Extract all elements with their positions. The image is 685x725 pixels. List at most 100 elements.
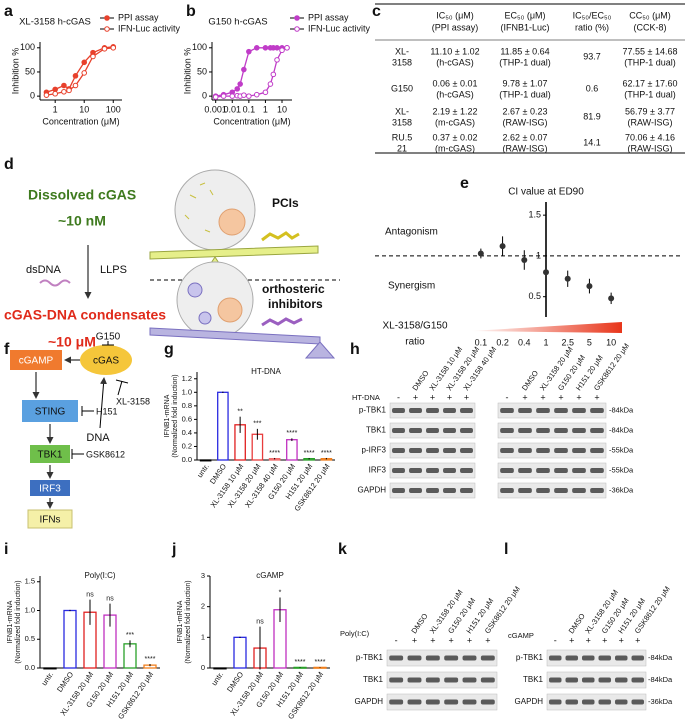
table-header: (IFNB1-Luc) <box>500 22 549 32</box>
band <box>392 468 405 473</box>
treatment-sign: + <box>430 392 435 402</box>
band <box>548 677 562 683</box>
y-axis-label: Inhibition % <box>182 48 192 95</box>
band <box>500 448 514 453</box>
seesaw <box>149 245 319 260</box>
fulcrum <box>304 341 336 359</box>
treatment-sign: - <box>506 392 509 402</box>
y-tick-label: 2 <box>201 602 205 611</box>
point <box>220 93 227 99</box>
legend-label: PPI assay <box>308 12 349 22</box>
row-label: p-TBK1 <box>359 406 387 415</box>
y-tick-label: 1.2 <box>182 374 192 383</box>
table-cell: 2.62 ± 0.07 <box>503 132 548 142</box>
x-tick-label: 100 <box>106 104 121 114</box>
y-tick-label: 0.2 <box>182 441 192 450</box>
y-tick-label: 1.0 <box>25 605 35 614</box>
band <box>572 488 586 493</box>
point <box>564 275 571 282</box>
table-cell: XL- <box>395 46 409 56</box>
table-cell: 77.55 ± 14.68 <box>623 46 678 56</box>
table-cell: (RAW-ISG) <box>628 117 673 127</box>
blot-strip <box>546 649 647 667</box>
treatment-sign: + <box>485 635 490 645</box>
band <box>554 468 568 473</box>
band <box>444 699 459 705</box>
point <box>234 86 241 92</box>
band <box>536 408 550 413</box>
panel-label: k <box>338 541 347 558</box>
annotation: Synergism <box>388 281 435 292</box>
kda-label: -55kDa <box>609 465 634 474</box>
table-cell: (h-cGAS) <box>436 57 474 67</box>
band <box>443 408 456 413</box>
point <box>81 70 88 76</box>
band <box>581 677 595 683</box>
table-cell: XL- <box>395 106 409 116</box>
table-cell: 2.67 ± 0.23 <box>503 106 548 116</box>
band <box>409 408 422 413</box>
bar <box>43 667 57 670</box>
inhibit <box>117 380 123 396</box>
node-label: TBK1 <box>37 450 62 461</box>
bar <box>233 636 247 669</box>
point <box>229 93 236 99</box>
lane-label: DMSO <box>410 369 430 393</box>
point <box>66 87 72 94</box>
y-axis-label: (Normalized fold induction) <box>172 374 179 457</box>
table-cell: 3158 <box>392 117 412 127</box>
y-tick-label: 3 <box>201 571 205 580</box>
band <box>565 677 579 683</box>
band <box>409 448 422 453</box>
y-axis-label: IFNB1-mRNA <box>164 394 171 437</box>
table-cell: 21 <box>397 143 407 153</box>
legend-label: PPI assay <box>118 12 159 22</box>
band <box>426 428 439 433</box>
table-cell: (RAW-ISG) <box>628 143 673 153</box>
table-cell: 81.9 <box>583 111 601 121</box>
x-axis-label: Concentration (μM) <box>42 116 119 126</box>
band <box>462 655 477 661</box>
treatment-sign: + <box>586 635 591 645</box>
point <box>212 94 219 100</box>
band <box>548 655 562 661</box>
table-cell: 70.06 ± 4.16 <box>625 132 675 142</box>
point <box>262 89 269 96</box>
treatment-sign: + <box>569 635 574 645</box>
band <box>407 699 422 705</box>
y-axis-label: (Normalized fold induction) <box>15 580 22 663</box>
significance: **** <box>321 450 332 457</box>
band <box>426 488 439 493</box>
y-tick-label: 1.5 <box>25 577 35 586</box>
y-tick-label: 0.0 <box>182 455 192 464</box>
band <box>598 699 612 705</box>
x-tick-label: 1 <box>543 337 548 347</box>
lane-label: DMSO <box>409 612 429 636</box>
y-tick-label: 1 <box>536 250 541 260</box>
y-tick-label: 0.6 <box>182 414 192 423</box>
band <box>462 699 477 705</box>
table-header: IC₅₀ (μM) <box>436 10 474 20</box>
band <box>392 488 405 493</box>
treatment-sign: + <box>522 392 527 402</box>
band <box>518 468 532 473</box>
table-header: (CCK-8) <box>634 22 667 32</box>
table-cell: 3158 <box>392 57 412 67</box>
point <box>101 45 108 52</box>
node-label: STING <box>35 407 66 418</box>
point <box>237 81 243 87</box>
band <box>389 655 404 661</box>
molecule <box>261 231 300 242</box>
point <box>61 88 67 95</box>
band <box>425 655 440 661</box>
ratio-gradient <box>470 322 622 333</box>
table-cell: (THP-1 dual) <box>499 57 551 67</box>
table-cell: 2.19 ± 1.22 <box>433 106 478 116</box>
x-tick-label: 0.01 <box>223 104 241 114</box>
band <box>590 408 604 413</box>
y-tick-label: 50 <box>197 66 207 76</box>
band <box>480 699 495 705</box>
y-tick-label: 0.5 <box>528 291 541 301</box>
table-cell: 14.1 <box>583 137 601 147</box>
